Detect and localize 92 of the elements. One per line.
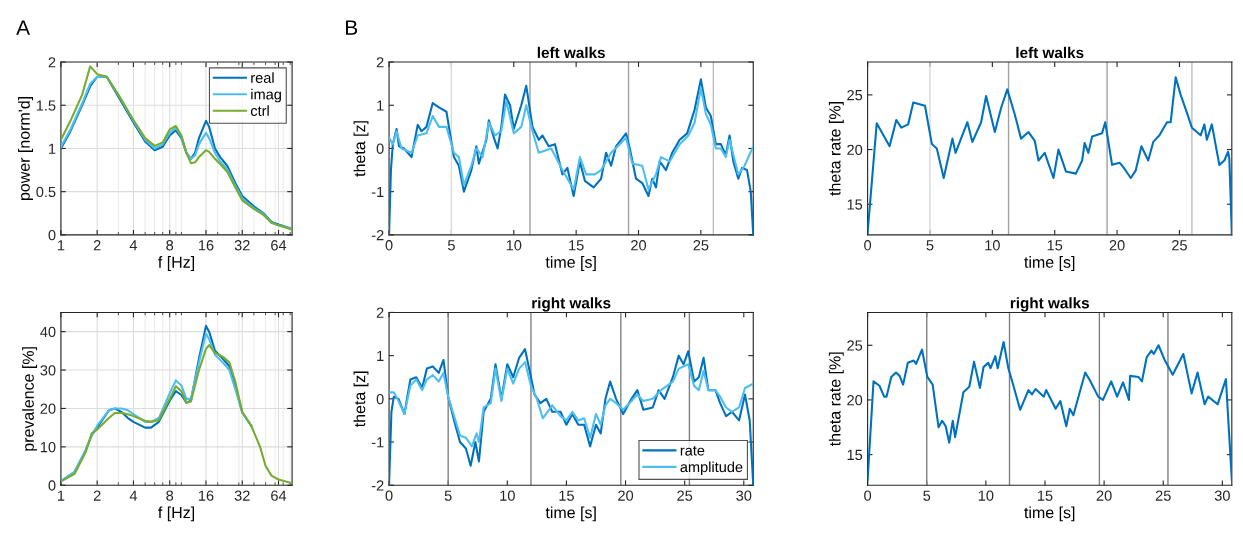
x-tick-label: 20	[618, 490, 634, 501]
x-tick-label: 64	[271, 490, 287, 501]
text: A	[16, 20, 31, 35]
chart-title: right walks	[532, 297, 611, 312]
x-tick-label: 15	[1037, 490, 1053, 501]
x-tick-label: 2	[93, 490, 101, 501]
legend-label: imag	[251, 88, 281, 103]
x-tick-label: 32	[234, 240, 250, 251]
y-tick-label: -1	[371, 186, 384, 197]
y-tick-label: 40	[40, 326, 56, 338]
x-axis-title: time [s]	[1024, 506, 1075, 522]
legend-label: rate	[680, 446, 705, 456]
chart-title: right walks	[1010, 297, 1089, 312]
x-tick-label: 0	[385, 490, 393, 501]
chart-title: left walks	[537, 46, 605, 59]
x-axis-title: time [s]	[545, 256, 596, 271]
x-tick-label: 25	[677, 490, 693, 501]
x-tick-label: 2	[93, 240, 101, 251]
y-tick-label: 1	[377, 350, 384, 361]
y-tick-label: 25	[847, 340, 863, 351]
line-series	[867, 340, 1232, 481]
x-tick-label: 0	[385, 240, 393, 251]
x-tick-label: 4	[129, 240, 138, 251]
x-tick-label: 5	[926, 240, 934, 251]
line-series	[389, 86, 754, 191]
y-tick-label: 10	[40, 441, 56, 453]
x-tick-label: 0	[864, 490, 872, 501]
x-tick-label: 25	[1155, 490, 1171, 501]
x-axis-title: time [s]	[545, 506, 596, 522]
x-tick-label: 1	[57, 490, 65, 501]
x-tick-label: 16	[198, 490, 214, 501]
y-tick-label: 1.5	[36, 100, 56, 111]
chart-title: left walks	[1016, 46, 1084, 59]
x-tick-label: 20	[631, 240, 647, 251]
y-tick-label: 20	[40, 403, 56, 414]
x-tick-label: 0	[864, 240, 872, 251]
x-tick-label: 10	[506, 240, 522, 251]
x-tick-label: 10	[500, 490, 515, 501]
y-tick-label: 1	[49, 143, 56, 154]
y-axis-title: theta [z]	[353, 121, 369, 177]
x-tick-label: 16	[198, 240, 214, 251]
x-axis-title: f [Hz]	[158, 256, 194, 271]
y-tick-label: 2	[376, 57, 384, 68]
y-tick-label: 0	[48, 229, 56, 241]
y-tick-label: -2	[371, 480, 384, 491]
x-tick-label: 5	[447, 240, 455, 251]
x-axis-title: f [Hz]	[158, 506, 194, 522]
x-tick-label: 15	[1047, 240, 1063, 251]
y-tick-label: 0	[48, 480, 56, 491]
x-tick-label: 30	[1214, 490, 1230, 501]
x-tick-label: 30	[736, 490, 752, 501]
line-series	[389, 361, 754, 448]
y-tick-label: 1	[377, 100, 384, 111]
x-tick-label: 32	[234, 490, 250, 501]
legend-label: ctrl	[250, 105, 269, 116]
y-tick-label: 0.5	[36, 186, 56, 198]
x-axis-title: time [s]	[1024, 256, 1075, 271]
y-axis-title: theta rate [%]	[828, 102, 844, 196]
y-tick-label: 15	[847, 199, 863, 210]
x-tick-label: 64	[271, 240, 287, 251]
x-tick-label: 20	[1109, 240, 1125, 251]
y-tick-label: 20	[847, 144, 863, 155]
x-tick-label: 8	[166, 490, 174, 501]
x-tick-label: 10	[985, 240, 1000, 251]
x-tick-label: 15	[559, 490, 574, 501]
text: B	[346, 20, 358, 35]
x-tick-label: 25	[693, 240, 709, 251]
y-tick-label: 20	[847, 395, 863, 406]
y-tick-label: 25	[847, 89, 863, 101]
y-axis-title: theta [z]	[353, 371, 369, 428]
x-tick-label: 5	[444, 490, 452, 501]
y-axis-title: prevalence [%]	[22, 347, 38, 451]
x-tick-label: 10	[978, 490, 994, 501]
y-tick-label: 2	[48, 57, 56, 68]
y-axis-title: theta rate [%]	[828, 352, 844, 447]
x-tick-label: 15	[569, 240, 584, 251]
y-tick-label: -1	[371, 437, 384, 448]
y-tick-label: -2	[371, 229, 384, 241]
legend-label: real	[251, 72, 274, 83]
legend-label: amplitude	[680, 461, 743, 476]
y-tick-label: 30	[40, 365, 56, 376]
x-tick-label: 25	[1172, 240, 1187, 251]
y-tick-label: 2	[376, 307, 384, 318]
x-tick-label: 8	[166, 240, 174, 251]
x-tick-label: 5	[923, 490, 931, 501]
y-axis-title: power [norm'd]	[18, 97, 33, 200]
y-tick-label: 15	[847, 449, 863, 461]
x-tick-label: 20	[1096, 490, 1112, 501]
x-tick-label: 1	[57, 240, 65, 251]
x-tick-label: 4	[129, 490, 138, 501]
y-tick-label: 0	[376, 143, 384, 154]
y-tick-label: 0	[376, 393, 384, 405]
